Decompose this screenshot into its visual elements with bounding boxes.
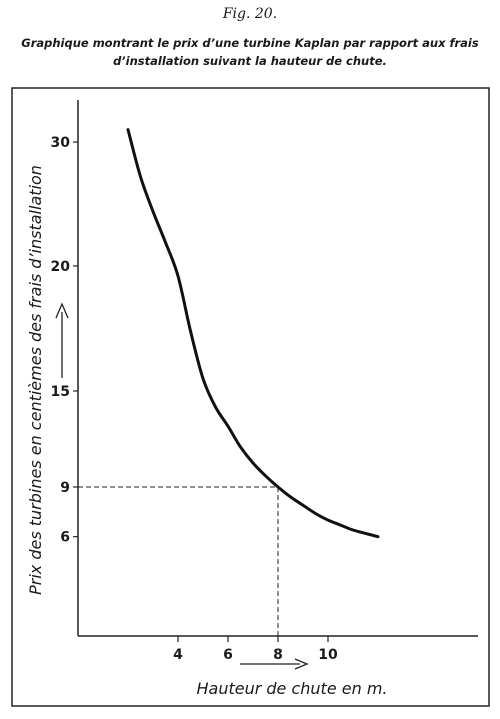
x-tick-label: 10 xyxy=(318,647,338,663)
series-group xyxy=(126,128,380,539)
figure-label: Fig. 20. xyxy=(222,6,278,22)
axis-labels: Hauteur de chute en m. Prix des turbines… xyxy=(26,165,388,698)
y-tick-label: 30 xyxy=(51,135,71,151)
y-axis-arrow-head xyxy=(55,302,69,319)
figure-caption: Graphique montrant le prix d’une turbine… xyxy=(20,34,480,70)
y-tick-label: 6 xyxy=(60,530,70,546)
y-tick-label: 9 xyxy=(60,480,70,496)
x-tick-label: 4 xyxy=(173,647,183,663)
caption-line-2: d’installation suivant la hauteur de chu… xyxy=(113,54,387,68)
y-axis-label: Prix des turbines en centièmes des frais… xyxy=(26,165,45,595)
x-axis-arrow-head xyxy=(294,658,309,670)
y-tick-label: 15 xyxy=(51,384,70,400)
x-tick-label: 6 xyxy=(223,647,233,663)
reference-guides xyxy=(78,486,279,636)
x-tick-label: 8 xyxy=(273,647,283,663)
figure-frame xyxy=(11,87,490,707)
x-axis-label: Hauteur de chute en m. xyxy=(196,679,387,698)
y-tick-label: 20 xyxy=(51,259,71,275)
caption-line-1: Graphique montrant le prix d’une turbine… xyxy=(21,36,479,50)
series-line xyxy=(126,128,380,539)
ticks: 4 6 8 10 6 9 15 20 30 xyxy=(51,135,338,663)
axis-arrows xyxy=(55,302,309,670)
